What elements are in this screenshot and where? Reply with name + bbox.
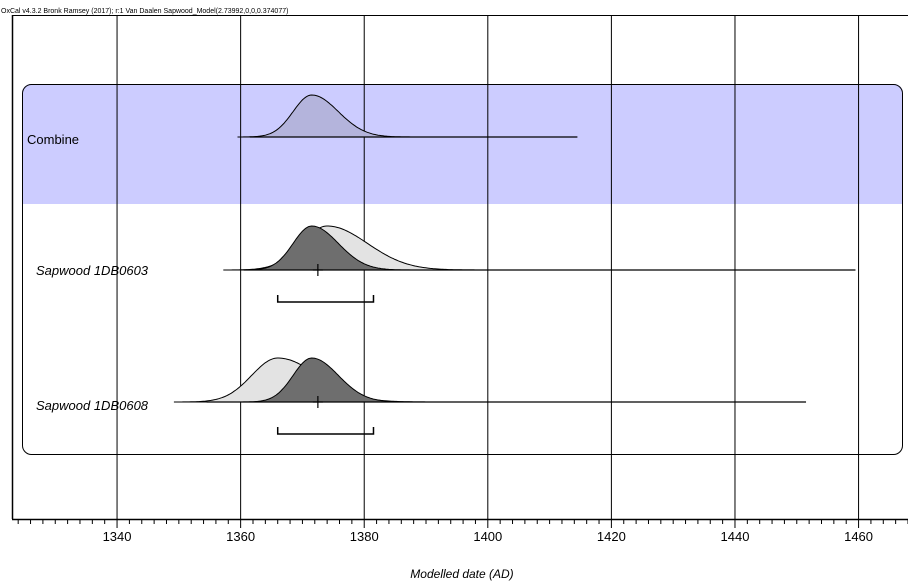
distributions-layer: Combine Sapwood 1DB0603 Sapwood 1DB0608: [22, 84, 903, 455]
tick-label-1400: 1400: [473, 529, 502, 544]
header-text: OxCal v4.3.2 Bronk Ramsey (2017); r:1 Va…: [1, 8, 288, 15]
group-combine: Combine: [27, 94, 578, 147]
tick-label-1340: 1340: [103, 529, 132, 544]
row-sapwood-2: Sapwood 1DB0608: [36, 357, 807, 435]
group-box-outline: [22, 84, 903, 455]
x-axis-title: Modelled date (AD): [410, 567, 513, 581]
x-axis-ticks: 1340 1360 1380 1400 1420 1440 1460: [17, 519, 908, 544]
row-label: Sapwood 1DB0608: [36, 398, 149, 413]
tick-label-1420: 1420: [597, 529, 626, 544]
tick-label-1380: 1380: [350, 529, 379, 544]
combine-label: Combine: [27, 132, 79, 147]
tick-label-1460: 1460: [844, 529, 873, 544]
row-label: Sapwood 1DB0603: [36, 263, 149, 278]
tick-label-1440: 1440: [721, 529, 750, 544]
tick-label-1360: 1360: [226, 529, 255, 544]
group-header-band: [22, 84, 903, 204]
range-95-bracket: [276, 427, 375, 435]
group-band-layer: [22, 84, 903, 204]
row-sapwood-1: Sapwood 1DB0603: [36, 225, 856, 303]
combine-distribution: [237, 94, 417, 138]
posterior-distribution: [237, 225, 417, 271]
range-95-bracket: [276, 295, 375, 303]
posterior-distribution: [237, 357, 417, 403]
